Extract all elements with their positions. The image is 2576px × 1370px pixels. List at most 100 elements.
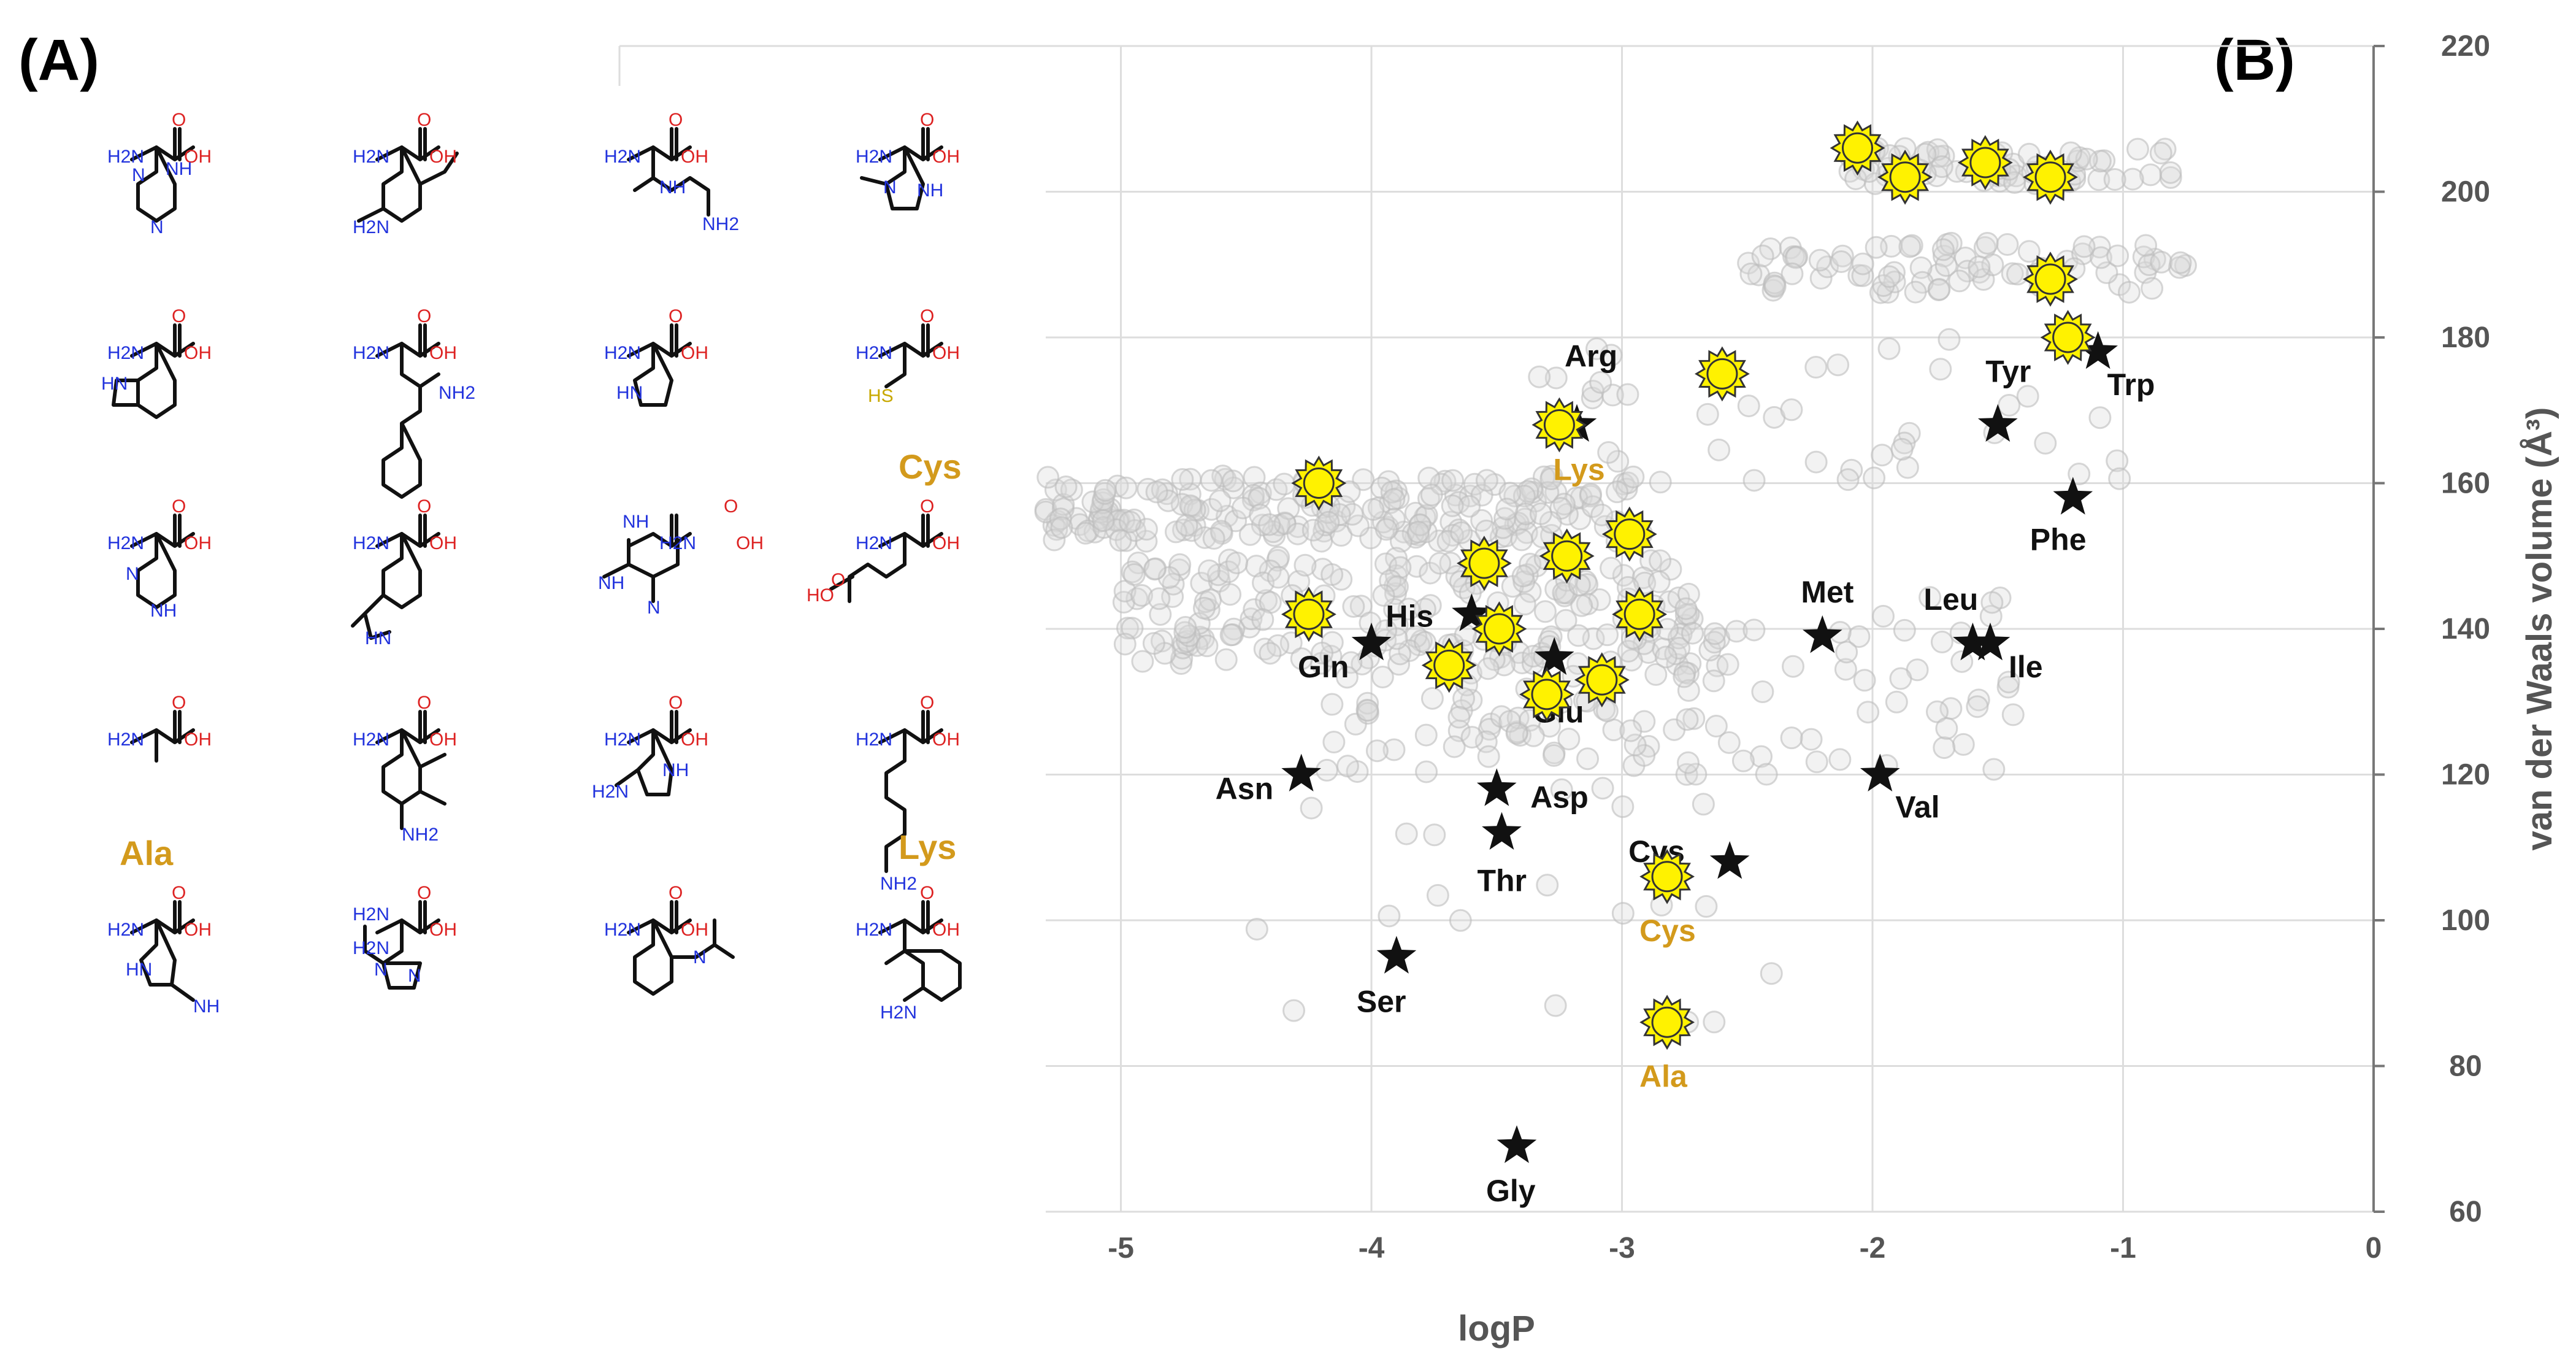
candidate-point bbox=[1865, 236, 1888, 259]
candidate-point bbox=[1539, 468, 1563, 491]
molecule-7: H2N O OH HN bbox=[604, 306, 708, 407]
molecule-17: H2N O OH HN NH bbox=[107, 883, 220, 1017]
candidate-point bbox=[1192, 596, 1216, 620]
side-chain bbox=[884, 342, 907, 388]
candidate-point bbox=[2087, 168, 2110, 191]
candidate-point bbox=[1267, 566, 1290, 589]
atom-label: N bbox=[150, 217, 164, 237]
designed-sun-core bbox=[1468, 547, 1500, 579]
candidate-point bbox=[1217, 560, 1240, 583]
candidate-point bbox=[1336, 755, 1359, 778]
candidate-point bbox=[1649, 471, 1672, 494]
candidate-point bbox=[1273, 472, 1296, 496]
candidate-point bbox=[1611, 795, 1635, 818]
candidate-point bbox=[1145, 480, 1168, 504]
bond-path bbox=[627, 127, 692, 161]
atom-label: NH bbox=[166, 159, 192, 179]
candidate-point bbox=[1952, 733, 1975, 756]
natural-star-val bbox=[1860, 753, 1900, 791]
natural-star-ser bbox=[1376, 936, 1417, 974]
candidate-point bbox=[2103, 168, 2126, 191]
molecule-6: H2N O OH NH2 bbox=[353, 306, 475, 499]
natural-label-tyr: Tyr bbox=[1985, 355, 2031, 389]
designed-sun-core bbox=[1969, 147, 2001, 179]
y-tick-label: 100 bbox=[2441, 904, 2490, 937]
candidate-point bbox=[2059, 141, 2082, 164]
candidate-point bbox=[1346, 514, 1370, 537]
atom-label: OH bbox=[681, 147, 708, 167]
candidate-point bbox=[1755, 763, 1778, 786]
atom-label: N bbox=[408, 966, 421, 986]
candidate-point bbox=[1245, 917, 1268, 941]
natural-star-thr bbox=[1482, 812, 1522, 850]
candidate-point bbox=[1474, 519, 1498, 542]
candidate-point bbox=[1211, 464, 1235, 488]
bond-path bbox=[130, 514, 195, 548]
bond-path bbox=[375, 710, 440, 744]
side-chain bbox=[602, 538, 680, 603]
molecule-9: H2N O OH N NH bbox=[107, 496, 212, 621]
natural-label-asp: Asp bbox=[1530, 780, 1588, 814]
candidate-point bbox=[1931, 238, 1955, 261]
candidate-point bbox=[1382, 488, 1406, 511]
designed-sun-core bbox=[1614, 518, 1646, 550]
atom-label: O bbox=[172, 693, 186, 713]
natural-label-ser: Ser bbox=[1357, 984, 1406, 1018]
candidate-point bbox=[2017, 142, 2041, 166]
side-chain bbox=[357, 145, 459, 223]
candidate-point bbox=[1543, 744, 1566, 767]
candidate-point bbox=[1617, 639, 1640, 663]
candidate-point bbox=[1219, 623, 1243, 647]
candidate-point bbox=[1049, 507, 1072, 531]
designed-sun-core bbox=[1706, 358, 1738, 390]
candidate-point bbox=[1930, 630, 1953, 653]
atom-label: O bbox=[172, 306, 186, 326]
scatter-chart: GlySerThrAspAsnGlnHisGluArgCysValMetLeuI… bbox=[618, 30, 2559, 1349]
candidate-point bbox=[1460, 726, 1484, 749]
candidate-point bbox=[1417, 466, 1441, 490]
molecule-10: H2N O OH HN bbox=[351, 496, 457, 648]
candidate-point bbox=[1581, 379, 1604, 402]
candidate-point bbox=[1926, 138, 1949, 161]
candidate-point bbox=[1365, 739, 1389, 763]
candidate-point bbox=[1476, 657, 1500, 680]
candidate-point bbox=[1378, 904, 1401, 928]
candidate-point bbox=[1423, 823, 1446, 847]
candidate-point bbox=[1175, 514, 1198, 537]
candidate-point bbox=[1544, 994, 1567, 1017]
atom-label: O bbox=[920, 883, 934, 903]
candidate-point bbox=[1737, 394, 1760, 418]
candidate-point bbox=[1143, 558, 1167, 581]
candidate-point bbox=[1647, 570, 1671, 593]
y-tick-label: 160 bbox=[2441, 468, 2490, 500]
candidate-point bbox=[1827, 353, 1850, 377]
candidate-point bbox=[1877, 337, 1901, 360]
candidate-point bbox=[1493, 507, 1517, 530]
atom-label: H2N bbox=[353, 343, 389, 363]
atom-label: H2N bbox=[604, 729, 641, 750]
candidate-point bbox=[1716, 653, 1739, 676]
candidate-point bbox=[1554, 609, 1577, 632]
natural-star-asp bbox=[1476, 768, 1517, 806]
candidate-point bbox=[1893, 618, 1916, 642]
candidate-point bbox=[2108, 467, 2131, 490]
candidate-point bbox=[1622, 465, 1645, 488]
candidate-point bbox=[1919, 586, 1942, 609]
designed-sun-core bbox=[1551, 540, 1583, 572]
natural-star-his bbox=[1452, 593, 1492, 631]
natural-label-asn: Asn bbox=[1216, 772, 1273, 806]
candidate-point bbox=[1114, 476, 1138, 499]
candidate-point bbox=[1576, 747, 1600, 771]
designed-sun-core bbox=[1531, 679, 1563, 710]
candidate-point bbox=[1644, 663, 1668, 686]
candidate-point bbox=[1623, 733, 1647, 756]
candidate-point bbox=[1413, 598, 1436, 621]
designed-sun-core bbox=[1623, 598, 1655, 630]
candidate-point bbox=[1935, 717, 1958, 740]
side-chain bbox=[381, 342, 440, 499]
candidate-point bbox=[1857, 701, 1880, 724]
candidate-point bbox=[2134, 234, 2158, 257]
candidate-point bbox=[1674, 597, 1698, 620]
candidate-point bbox=[1847, 625, 1871, 648]
